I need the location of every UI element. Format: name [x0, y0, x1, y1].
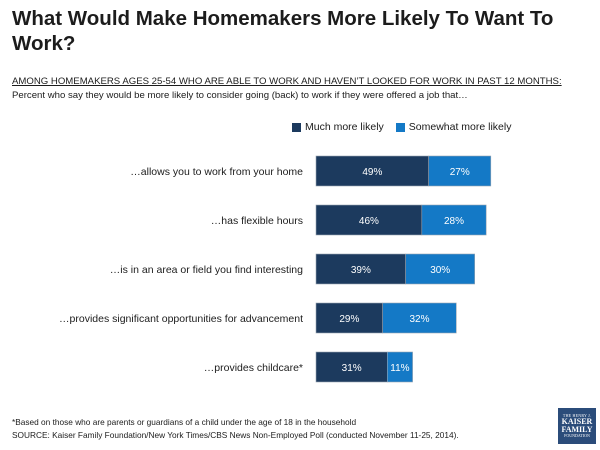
bar-much [315, 155, 429, 187]
legend: Much more likely Somewhat more likely [292, 121, 523, 133]
legend-item-somewhat: Somewhat more likely [395, 121, 512, 133]
data-label-somewhat: 32% [409, 314, 429, 325]
data-label-somewhat: 27% [450, 167, 470, 178]
category-label: …has flexible hours [211, 215, 303, 227]
legend-item-much: Much more likely [292, 121, 384, 133]
bar-somewhat [405, 253, 476, 285]
bar-somewhat [428, 155, 492, 187]
data-label-somewhat: 11% [390, 363, 409, 374]
bar-much [315, 302, 383, 334]
bar-much [315, 351, 388, 383]
category-label: …is in an area or field you find interes… [110, 264, 303, 276]
kaiser-family-foundation-logo: THE HENRY J. KAISER FAMILY FOUNDATION [558, 408, 596, 444]
legend-label-somewhat: Somewhat more likely [408, 121, 512, 133]
chart-description: Percent who say they would be more likel… [12, 90, 468, 101]
category-label: …provides significant opportunities for … [59, 313, 303, 325]
footnote: *Based on those who are parents or guard… [12, 417, 357, 427]
legend-label-much: Much more likely [305, 121, 384, 133]
chart-title: What Would Make Homemakers More Likely T… [12, 7, 554, 55]
data-label-much: 29% [339, 314, 359, 325]
data-label-much: 39% [351, 265, 371, 276]
data-label-much: 49% [362, 167, 382, 178]
bar-somewhat [421, 204, 487, 236]
legend-swatch-somewhat [395, 122, 405, 132]
data-label-somewhat: 28% [444, 216, 464, 227]
data-label-much: 31% [342, 363, 362, 374]
bar-somewhat [382, 302, 457, 334]
category-label: …allows you to work from your home [130, 166, 303, 178]
category-label: …provides childcare* [204, 362, 303, 374]
data-label-somewhat: 30% [430, 265, 450, 276]
chart-subtitle: AMONG HOMEMAKERS AGES 25-54 WHO ARE ABLE… [12, 76, 562, 87]
bar-somewhat [386, 351, 413, 383]
data-label-much: 46% [359, 216, 379, 227]
legend-swatch-much [292, 122, 301, 132]
source-note: SOURCE: Kaiser Family Foundation/New Yor… [12, 430, 459, 440]
